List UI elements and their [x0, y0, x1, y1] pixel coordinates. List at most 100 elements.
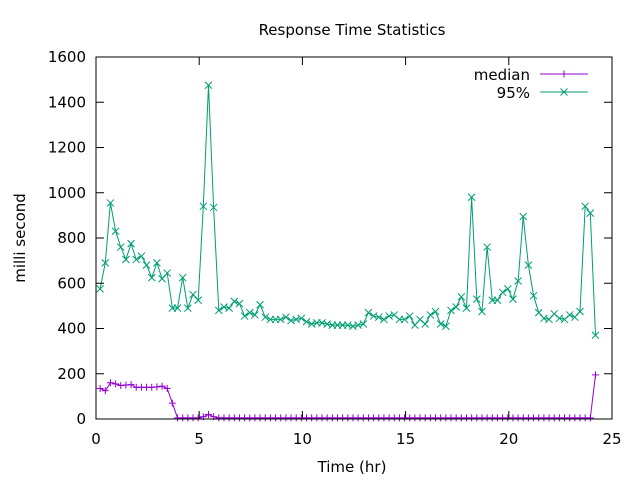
y-tick-label: 1400 — [48, 93, 86, 111]
legend-label-95: 95% — [497, 84, 530, 102]
data-point-95 — [111, 227, 120, 236]
chart-title: Response Time Statistics — [259, 21, 446, 39]
data-point-95 — [503, 285, 512, 293]
plot-series — [96, 81, 600, 422]
data-point-95 — [147, 273, 156, 282]
data-point-95 — [96, 285, 104, 293]
data-point-95 — [276, 315, 285, 324]
data-point-95 — [591, 331, 600, 340]
data-point-median — [127, 381, 135, 389]
legend-label-median: median — [474, 66, 530, 84]
x-tick-label: 20 — [499, 430, 518, 448]
legend-marker-symbol — [560, 88, 568, 96]
data-point-95 — [178, 273, 187, 282]
y-tick-label: 600 — [57, 274, 86, 292]
data-point-95 — [235, 299, 244, 308]
legend-marker-symbol — [560, 70, 568, 78]
data-point-95 — [302, 317, 311, 326]
x-tick-label: 15 — [396, 430, 415, 448]
data-point-95 — [251, 311, 259, 319]
data-point-95 — [359, 320, 368, 328]
data-point-95 — [209, 203, 218, 212]
data-point-95 — [225, 304, 233, 312]
x-tick-label: 25 — [602, 430, 621, 448]
y-tick-label: 800 — [57, 229, 86, 247]
data-point-95 — [498, 288, 507, 297]
data-point-95 — [581, 202, 590, 211]
x-tick-label: 0 — [91, 430, 101, 448]
data-point-95 — [380, 315, 388, 324]
data-point-95 — [245, 308, 254, 317]
series-points-median — [96, 371, 599, 422]
data-point-95 — [467, 193, 476, 202]
data-point-95 — [436, 320, 445, 328]
data-point-95 — [282, 313, 290, 322]
data-point-95 — [297, 314, 306, 323]
data-point-95 — [514, 277, 522, 285]
data-point-95 — [509, 295, 517, 303]
data-point-95 — [472, 295, 481, 303]
data-point-95 — [122, 255, 130, 264]
series-points-95 — [96, 81, 600, 340]
legend-marker-95 — [560, 88, 568, 96]
data-point-95 — [374, 313, 383, 322]
y-tick-label: 400 — [57, 320, 86, 338]
data-point-95 — [400, 315, 409, 324]
data-point-median — [168, 399, 176, 407]
data-point-median — [106, 379, 114, 387]
data-point-95 — [493, 296, 502, 305]
data-point-95 — [199, 202, 208, 211]
data-point-median — [158, 382, 166, 390]
data-point-95 — [576, 307, 584, 316]
data-point-median — [163, 384, 171, 392]
data-point-95 — [431, 307, 440, 316]
y-axis-label: milli second — [11, 193, 29, 283]
axis-ticks: 0 5 10 15 20 25 0 200 400 600 800 1000 1200 1400 1600 — [48, 48, 622, 448]
data-point-95 — [183, 304, 192, 312]
data-point-95 — [447, 306, 455, 315]
data-point-95 — [101, 259, 110, 267]
data-point-95 — [565, 311, 574, 319]
data-point-95 — [137, 252, 146, 260]
data-point-median — [101, 387, 109, 395]
legend-marker-median — [560, 70, 568, 78]
data-point-95 — [462, 304, 471, 312]
legend: median 95% — [474, 66, 588, 102]
data-point-95 — [441, 322, 450, 331]
data-point-95 — [240, 312, 249, 320]
data-point-median — [194, 414, 202, 422]
y-tick-label: 1000 — [48, 184, 86, 202]
y-tick-label: 200 — [57, 365, 86, 383]
data-point-95 — [524, 261, 533, 270]
data-point-95 — [261, 313, 270, 322]
data-point-95 — [163, 269, 172, 277]
data-point-median — [153, 383, 161, 391]
data-point-median — [112, 380, 120, 388]
x-tick-label: 10 — [293, 430, 312, 448]
data-point-95 — [421, 320, 430, 328]
x-tick-label: 5 — [194, 430, 204, 448]
data-point-95 — [586, 209, 595, 217]
data-point-95 — [256, 300, 264, 309]
x-axis-label: Time (hr) — [317, 458, 387, 476]
data-point-95 — [204, 81, 213, 90]
data-point-95 — [132, 255, 141, 264]
data-point-95 — [478, 307, 486, 316]
y-tick-label: 1200 — [48, 139, 86, 157]
y-tick-label: 1600 — [48, 48, 86, 66]
data-point-95 — [364, 308, 373, 317]
data-point-95 — [106, 199, 115, 207]
data-point-95 — [426, 311, 435, 319]
data-point-median — [586, 414, 594, 422]
data-point-median — [591, 371, 599, 379]
data-point-95 — [519, 212, 528, 221]
data-point-median — [204, 410, 212, 418]
data-point-95 — [194, 296, 203, 305]
data-point-95 — [153, 259, 161, 267]
data-point-95 — [116, 243, 125, 251]
data-point-95 — [483, 243, 491, 251]
data-point-median — [96, 384, 104, 392]
data-point-95 — [173, 304, 182, 312]
